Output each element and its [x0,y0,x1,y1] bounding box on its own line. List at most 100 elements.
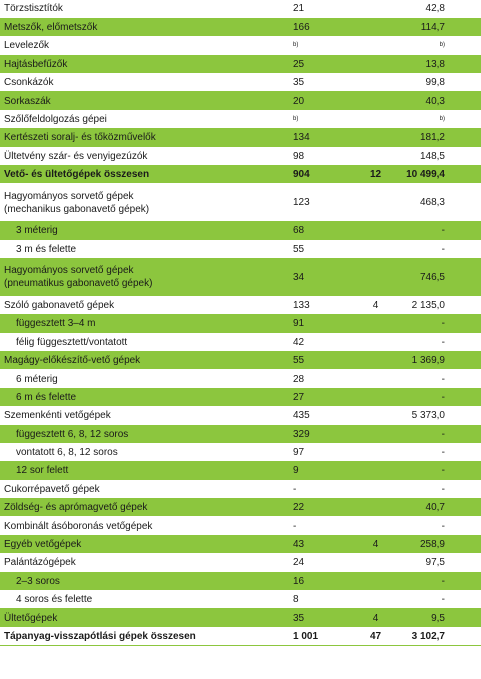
row-label: függesztett 6, 8, 12 soros [0,425,253,444]
row-mid-value [367,443,384,463]
row-count: 25 [253,55,367,75]
row-count: 43 [253,535,367,555]
row-count: 9 [253,461,367,481]
row-value: - [384,572,481,592]
table-row: 6 m és felette 27- [0,388,481,408]
row-label: 6 m és felette [0,388,253,408]
row-count: 27 [253,388,367,408]
row-count: 16 [253,572,367,592]
row-mid-value [367,18,384,38]
table-row: Törzstisztítók 21 42,8 [0,0,481,19]
table-row: Kertészeti soralj- és tőközművelők 134 181… [0,128,481,148]
table-row: Levelezők b) b) [0,36,481,56]
row-value: 3 102,7 [384,627,481,647]
table-row: 3 m és felette 55- [0,240,481,259]
table-row: Ültetvény szár- és venyigezúzók 98 148,5 [0,147,481,167]
row-count: 55 [253,240,367,259]
row-value: - [384,240,481,259]
table-row: Tápanyag-visszapótlási gépek összesen 1 0… [0,627,481,647]
row-mid-value: 4 [367,535,384,555]
row-value: 40,3 [384,91,481,111]
row-label: Zöldség- és apró​magvető gépek [0,498,253,518]
row-count: 1 001 [253,627,367,647]
row-count: 123 [253,183,367,223]
row-count: - [253,516,367,536]
row-mid-value [367,110,384,130]
machinery-table: Törzstisztítók 21 42,8 Metszők, előmetszők 1… [0,0,481,647]
table-row: Egyéb vetőgépek 43 4 258,9 [0,535,481,555]
row-mid-value: 12 [367,165,384,185]
row-label: Egyéb vetőgépek [0,535,253,555]
row-count: - [253,480,367,500]
row-count: 166 [253,18,367,38]
row-count: b) [253,36,367,56]
table-row: 12 sor felett 9- [0,461,481,481]
row-value: - [384,443,481,463]
table-row: Szőlőfeldolgozás gépei b) b) [0,110,481,130]
row-mid-value [367,406,384,426]
row-mid-value [367,480,384,500]
row-value: 13,8 [384,55,481,75]
row-mid-value [367,91,384,111]
row-label: 3 méterig [0,221,253,241]
row-value: 258,9 [384,535,481,555]
row-value: - [384,314,481,334]
row-mid-value [367,55,384,75]
row-mid-value [367,333,384,352]
table-row: Cukorrépavető gépek - - [0,480,481,500]
row-label: 3 m és felette [0,240,253,259]
row-label: Csonkázók [0,73,253,93]
row-value: - [384,369,481,389]
table-row: Szóló gabonavető gépek 133 4 2 135,0 [0,296,481,316]
table-row: Metszők, előmetszők 166 114,7 [0,18,481,38]
row-mid-value [367,388,384,408]
row-mid-value: 47 [367,627,384,647]
table-row: Szemenkénti vetőgépek 435 5 373,0 [0,406,481,426]
row-mid-value [367,516,384,536]
table-row: Vető- és ültetőgépek összesen 904 12 10 499… [0,165,481,185]
row-label: Szóló gabonavető gépek [0,296,253,316]
table-row: függesztett 6, 8, 12 soros 329- [0,425,481,444]
row-value: - [384,221,481,241]
table-row: félig függesztett/vontatott 42- [0,333,481,352]
row-mid-value [367,36,384,56]
row-count: 21 [253,0,367,19]
row-mid-value [367,147,384,167]
row-mid-value [367,590,384,610]
table-row: Hajtásbefűzők 25 13,8 [0,55,481,75]
row-value: - [384,388,481,408]
row-value: 99,8 [384,73,481,93]
table-row: Hagyományos sorvető gépek (pneumatikus ga… [0,258,481,297]
row-label: 2–3 soros [0,572,253,592]
row-mid-value [367,314,384,334]
row-label: Palántázógépek [0,553,253,573]
table-row: Hagyományos sorvető gépek (mechanikus gab… [0,183,481,223]
row-label: 6 méterig [0,369,253,389]
row-label: Levelezők [0,36,253,56]
row-mid-value [367,351,384,371]
row-value: b) [384,110,481,130]
table-row: függesztett 3–4 m 91- [0,314,481,334]
table-row: Sorkaszák 20 40,3 [0,91,481,111]
row-count: 35 [253,73,367,93]
table-row: vontatott 6, 8, 12 soros 97- [0,443,481,463]
row-label: Ültetőgépek [0,608,253,628]
row-count: 904 [253,165,367,185]
table-row: Magágy-előkészítő-vető gépek 55 1 369,9 [0,351,481,371]
table-row: Zöldség- és apró​magvető gépek 22 40,7 [0,498,481,518]
row-mid-value [367,0,384,19]
row-mid-value [367,73,384,93]
row-count: 24 [253,553,367,573]
row-count: 134 [253,128,367,148]
row-label: félig függesztett/vontatott [0,333,253,352]
row-mid-value [367,183,384,223]
row-label: Ültetvény szár- és venyigezúzók [0,147,253,167]
row-label: Tápanyag-visszapótlási gépek összesen [0,627,253,647]
row-value: 9,5 [384,608,481,628]
row-mid-value [367,425,384,444]
row-label: 4 soros és felette [0,590,253,610]
row-label: Vető- és ültetőgépek összesen [0,165,253,185]
row-label: Hajtásbefűzők [0,55,253,75]
row-label: 12 sor felett [0,461,253,481]
row-label: Hagyományos sorvető gépek (mechanikus gab… [0,183,253,223]
